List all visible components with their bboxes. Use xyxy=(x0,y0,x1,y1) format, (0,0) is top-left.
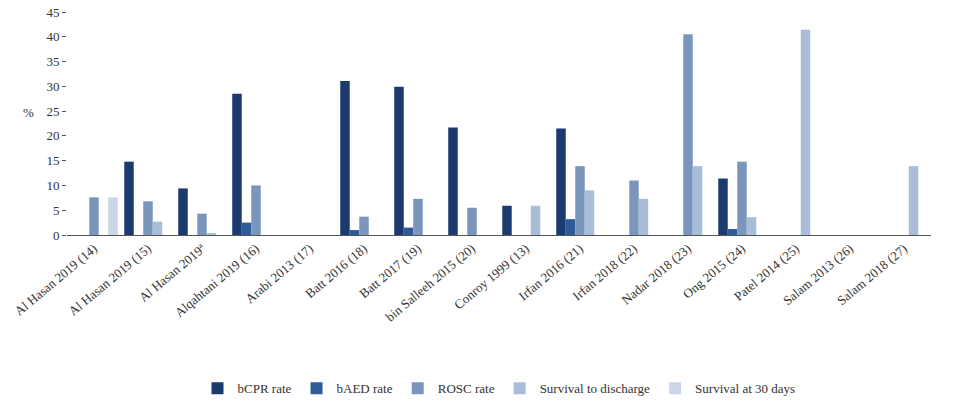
svg-text:Survival to discharge: Survival to discharge xyxy=(540,381,650,396)
svg-text:Al Hasan 2019 (14): Al Hasan 2019 (14) xyxy=(12,241,100,319)
svg-text:Al Hasan 2019ª: Al Hasan 2019ª xyxy=(136,241,208,305)
svg-text:ROSC rate: ROSC rate xyxy=(438,381,495,396)
svg-text:15: 15 xyxy=(46,153,59,168)
svg-text:Nadar 2018 (23): Nadar 2018 (23) xyxy=(619,241,694,308)
svg-text:Arabi 2013 (17): Arabi 2013 (17) xyxy=(242,241,316,306)
svg-text:25: 25 xyxy=(46,104,59,119)
svg-text:10: 10 xyxy=(46,178,59,193)
svg-text:bCPR rate: bCPR rate xyxy=(238,381,292,396)
svg-text:5: 5 xyxy=(53,203,60,218)
svg-text:Batt 2016 (18): Batt 2016 (18) xyxy=(302,241,370,301)
svg-text:Alqahtani 2019 (16): Alqahtani 2019 (16) xyxy=(172,241,262,320)
svg-text:Batt 2017 (19): Batt 2017 (19) xyxy=(356,241,424,301)
svg-text:Irfan 2018 (22): Irfan 2018 (22) xyxy=(570,241,640,304)
svg-text:20: 20 xyxy=(46,128,59,143)
svg-text:Irfan 2016 (21): Irfan 2016 (21) xyxy=(516,241,586,304)
svg-text:Conroy 1999 (13): Conroy 1999 (13) xyxy=(451,241,532,312)
svg-text:bAED rate: bAED rate xyxy=(337,381,393,396)
svg-text:45: 45 xyxy=(46,5,59,20)
svg-text:%: % xyxy=(23,105,34,120)
svg-text:bin Salleeh 2015 (20): bin Salleeh 2015 (20) xyxy=(382,241,478,325)
svg-text:Patel 2014 (25): Patel 2014 (25) xyxy=(731,241,802,304)
svg-text:Survival at 30 days: Survival at 30 days xyxy=(695,381,795,396)
svg-text:Al Hasan 2019 (15): Al Hasan 2019 (15) xyxy=(66,241,154,319)
svg-text:Salam 2013 (26): Salam 2013 (26) xyxy=(780,241,856,308)
svg-text:Ong 2015 (24): Ong 2015 (24) xyxy=(680,241,748,302)
svg-text:Salam 2018 (27): Salam 2018 (27) xyxy=(834,241,910,308)
svg-text:0: 0 xyxy=(53,228,60,243)
svg-text:35: 35 xyxy=(46,54,59,69)
svg-text:40: 40 xyxy=(46,29,59,44)
svg-text:30: 30 xyxy=(46,79,59,94)
